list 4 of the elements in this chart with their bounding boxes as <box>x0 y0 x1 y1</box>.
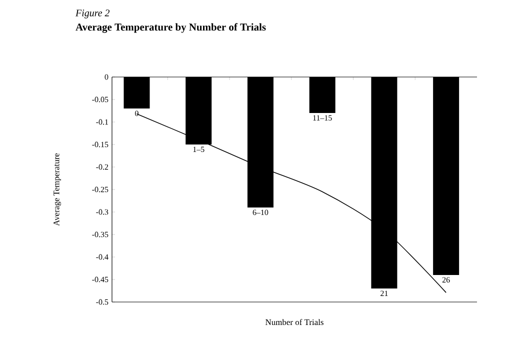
caption: Figure 2 <box>75 10 110 18</box>
chart-title: Average Temperature by Number of Trials <box>76 23 266 33</box>
y-axis-title: Average Temperature <box>54 153 62 226</box>
x-axis-title: Number of Trials <box>266 319 324 326</box>
